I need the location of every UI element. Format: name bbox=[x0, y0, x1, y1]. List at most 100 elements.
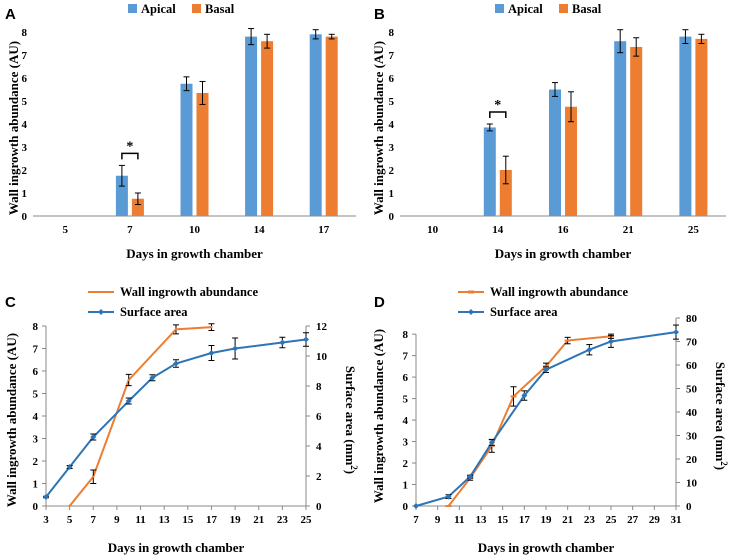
panel-d-x-tick-label: 9 bbox=[435, 514, 441, 526]
panel-a-x-tick-label: 5 bbox=[63, 224, 69, 236]
panel-d-legend-marker-surface-area bbox=[468, 309, 474, 315]
panel-d-x-tick-label: 15 bbox=[497, 514, 509, 526]
panel-c-x-tick-label: 21 bbox=[253, 514, 264, 526]
panel-d-x-tick-label: 7 bbox=[413, 514, 419, 526]
panel-d-legend-label-wall-ingrowth-abundance: Wall ingrowth abundance bbox=[490, 285, 628, 299]
panel-b-bar-apical bbox=[679, 36, 692, 216]
panel-a-y-tick-label: 0 bbox=[22, 211, 28, 223]
panel-d-y-tick-label-left: 0 bbox=[403, 501, 409, 513]
panel-b-x-tick-label: 21 bbox=[623, 224, 634, 236]
panel-c-y-tick-label-right: 8 bbox=[316, 381, 322, 393]
panel-a-y-tick-label: 7 bbox=[22, 50, 28, 62]
panel-c-x-tick-label: 7 bbox=[91, 514, 97, 526]
panel-c-y-axis-title-right-sup: 2 bbox=[349, 465, 359, 470]
panel-a-y-tick-label: 8 bbox=[22, 27, 28, 39]
panel-c-y-tick-label-left: 7 bbox=[33, 344, 39, 356]
panel-b-y-tick-label: 6 bbox=[389, 73, 395, 85]
panel-c-legend-label-wall-ingrowth-abundance: Wall ingrowth abundance bbox=[120, 285, 258, 299]
panel-a-y-tick-label: 6 bbox=[22, 73, 28, 85]
panel-c-x-tick-label: 9 bbox=[114, 514, 120, 526]
panel-c-point-surface-area bbox=[303, 336, 309, 343]
panel-d-y-axis-title-right-main: Surface area (mm bbox=[713, 362, 728, 462]
panel-d-y-tick-label-right: 60 bbox=[686, 360, 698, 372]
panel-a-x-tick-label: 17 bbox=[318, 224, 330, 236]
panel-c-y-tick-label-right: 12 bbox=[316, 321, 328, 333]
panel-a-y-tick-label: 4 bbox=[22, 119, 28, 131]
panel-b-y-tick-label: 7 bbox=[389, 50, 395, 62]
panel-d-y-tick-label-right: 0 bbox=[686, 501, 692, 513]
panel-c-y-tick-label-left: 0 bbox=[33, 501, 39, 513]
panel-c-point-surface-area bbox=[90, 434, 97, 440]
panel-d-x-tick-label: 21 bbox=[562, 514, 573, 526]
panel-b-y-tick-label: 3 bbox=[389, 142, 395, 154]
panel-c-x-tick-label: 15 bbox=[182, 514, 194, 526]
panel-c-x-axis-title: Days in growth chamber bbox=[108, 540, 245, 555]
panel-b-plot: 0 1 2 3 4 5 6 7 8 10 14 16 21 25 * Apical Basal Wall ingr… bbox=[371, 2, 726, 261]
panel-c-y-tick-label-right: 0 bbox=[316, 501, 322, 513]
panel-c-y-axis-title-right-end: ) bbox=[343, 470, 358, 474]
panel-a-legend-label-apical: Apical bbox=[141, 2, 176, 16]
panel-d-x-tick-label: 29 bbox=[649, 514, 661, 526]
panel-c-y-tick-label-left: 4 bbox=[33, 411, 39, 423]
panel-a-x-axis-title: Days in growth chamber bbox=[126, 246, 263, 261]
panel-d: D bbox=[374, 294, 385, 311]
panel-a-bar-basal bbox=[325, 36, 338, 216]
panel-d-y-axis-title-right-end: ) bbox=[713, 466, 728, 470]
panel-c-x-tick-label: 23 bbox=[277, 514, 289, 526]
panel-c: C bbox=[5, 294, 16, 311]
panel-d-x-axis-title: Days in growth chamber bbox=[478, 540, 615, 555]
panel-c-legend-label-surface-area: Surface area bbox=[120, 305, 188, 319]
panel-d-legend-label-surface-area: Surface area bbox=[490, 305, 558, 319]
panel-c-x-tick-label: 25 bbox=[301, 514, 313, 526]
panel-b-bar-apical bbox=[549, 89, 561, 216]
panel-a: A bbox=[5, 6, 16, 23]
panel-c-point-wall-ingrowth-abundance bbox=[210, 325, 213, 329]
panel-b-legend-label-basal: Basal bbox=[572, 2, 602, 16]
panel-c-y-tick-label-right: 6 bbox=[316, 411, 322, 423]
panel-a-y-tick-label: 3 bbox=[22, 142, 28, 154]
panel-a-x-tick-label: 14 bbox=[254, 224, 266, 236]
panel-c-line-surface-area bbox=[45, 338, 307, 498]
panel-d-x-tick-label: 25 bbox=[606, 514, 618, 526]
panel-c-x-tick-label: 13 bbox=[159, 514, 171, 526]
panel-d-y-tick-label-left: 7 bbox=[403, 351, 409, 363]
panel-c-y-axis-title-right: Surface area (mm2) bbox=[343, 366, 359, 474]
panel-c-point-wall-ingrowth-abundance bbox=[68, 504, 71, 508]
panel-a-legend-swatch-apical bbox=[128, 4, 137, 13]
panel-d-point-surface-area bbox=[673, 329, 679, 336]
panel-a-y-tick-label: 5 bbox=[22, 96, 28, 108]
panel-d-y-tick-label-right: 40 bbox=[686, 407, 698, 419]
panel-a-significance-bracket bbox=[121, 152, 139, 160]
panel-d-letter: D bbox=[374, 294, 385, 311]
panel-c-plot: 3 5 7 9 11 13 15 17 19 21 23 25012345678024681012Wa… bbox=[4, 285, 359, 555]
panel-d-plot: 7 9 11 13 15 17 19 21 23 25 27 29 310123456780102030… bbox=[371, 285, 729, 555]
panel-d-y-tick-label-right: 50 bbox=[686, 384, 698, 396]
panel-c-y-axis-title-right-main: Surface area (mm bbox=[343, 366, 358, 466]
panel-d-point-surface-area bbox=[521, 392, 528, 399]
panel-d-point-surface-area bbox=[445, 493, 452, 500]
panel-c-legend-marker-surface-area bbox=[98, 309, 104, 315]
panel-b-significance-bracket bbox=[489, 111, 507, 118]
panel-d-y-tick-label-left: 1 bbox=[403, 480, 409, 492]
panel-c-point-surface-area bbox=[43, 494, 49, 500]
panel-b-y-axis-title: Wall ingrowth abundance (AU) bbox=[371, 41, 386, 215]
panel-d-x-tick-label: 23 bbox=[584, 514, 596, 526]
panel-d-point-surface-area bbox=[586, 346, 593, 353]
panel-c-y-tick-label-left: 1 bbox=[33, 479, 39, 491]
panel-b-y-tick-label: 4 bbox=[389, 119, 395, 131]
panel-d-point-surface-area bbox=[543, 366, 549, 373]
panel-c-point-surface-area bbox=[279, 339, 286, 346]
panel-d-y-tick-label-left: 2 bbox=[403, 458, 409, 470]
panel-a-x-tick-label: 10 bbox=[189, 224, 201, 236]
panel-d-y-tick-label-left: 5 bbox=[403, 394, 409, 406]
panel-c-point-wall-ingrowth-abundance bbox=[174, 328, 178, 331]
panel-a-plot: 0 1 2 3 4 5 6 7 8 5 7 10 14 17 * Apical Basal Wall ingrow… bbox=[6, 2, 356, 261]
panel-c-x-tick-label: 5 bbox=[67, 514, 73, 526]
panel-b-legend-swatch-apical bbox=[495, 4, 504, 13]
panel-c-y-tick-label-right: 4 bbox=[316, 441, 322, 453]
panel-b-legend-label-apical: Apical bbox=[508, 2, 543, 16]
panel-b-bar-apical bbox=[483, 127, 496, 216]
panel-b-x-tick-label: 14 bbox=[492, 224, 504, 236]
panel-a-significance-star: * bbox=[126, 139, 133, 154]
